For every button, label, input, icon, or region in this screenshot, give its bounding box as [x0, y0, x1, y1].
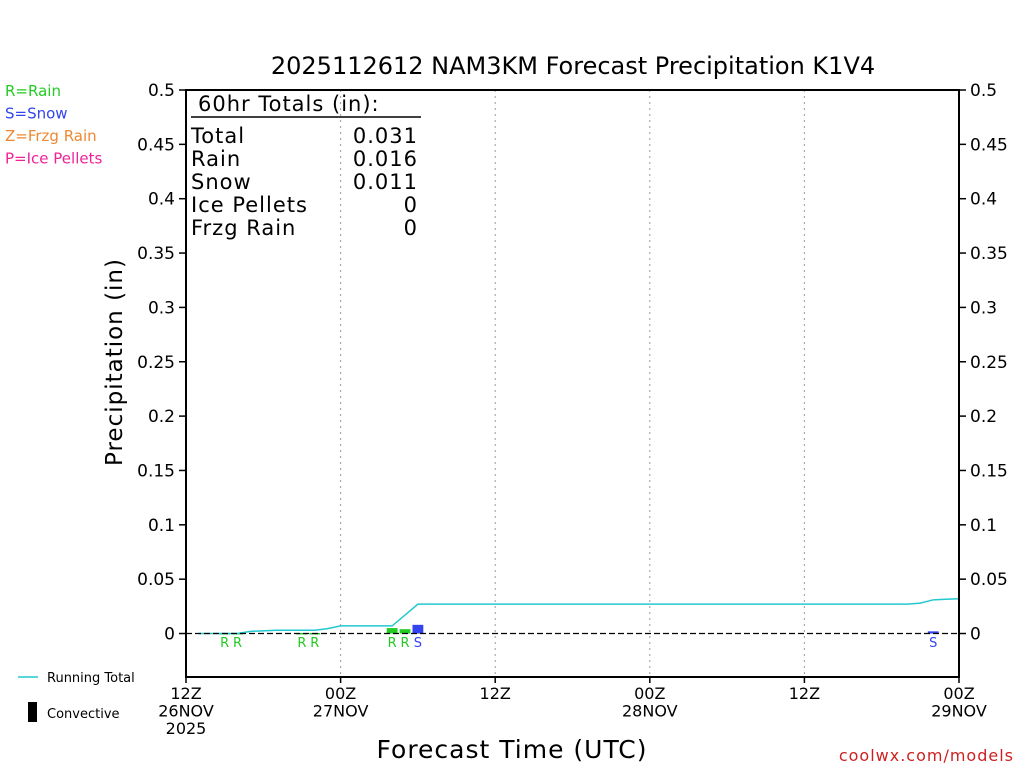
totals-label: Total	[190, 124, 245, 148]
x-tick-label: 27NOV	[313, 702, 369, 721]
running-total-line	[198, 597, 960, 635]
ptype-marker: R	[233, 636, 242, 651]
y-tick-label-right: 0.35	[970, 244, 1008, 264]
ptype-legend-item: P=Ice Pellets	[5, 150, 102, 168]
y-tick-label-right: 0.5	[970, 81, 997, 101]
ptype-legend-item: R=Rain	[5, 82, 61, 100]
y-tick-label-right: 0	[970, 625, 981, 645]
y-tick-label-left: 0.1	[148, 516, 175, 536]
x-tick-label: 00Z	[325, 684, 356, 703]
y-tick-label-left: 0.4	[148, 190, 175, 210]
grid-lines	[340, 90, 805, 677]
y-tick-label-left: 0.3	[148, 298, 175, 318]
running-total-series	[198, 597, 960, 635]
y-tick-label-right: 0.25	[970, 353, 1008, 373]
plot-frame	[185, 89, 960, 678]
y-axis-ticks: 0 00.05 0.050.1 0.10.15 0.150.2 0.20.25 0.250.…	[137, 81, 1008, 645]
y-tick-label-left: 0.15	[137, 461, 175, 481]
y-tick-label-left: 0.35	[137, 244, 175, 264]
totals-header: 60hr Totals (in):	[198, 92, 380, 116]
ptype-marker: R	[297, 636, 306, 651]
x-tick-label: 28NOV	[622, 702, 678, 721]
x-tick-label: 12Z	[170, 684, 201, 703]
y-tick-label-left: 0.05	[137, 570, 175, 590]
x-tick-label: 12Z	[789, 684, 820, 703]
totals-label: Ice Pellets	[191, 193, 308, 217]
precip-bar	[412, 624, 424, 634]
totals-label: Snow	[191, 170, 252, 194]
ptype-marker: S	[414, 636, 422, 651]
ptype-marker: R	[310, 636, 319, 651]
convective-legend-label: Convective	[47, 707, 120, 722]
totals-value: 0	[404, 216, 418, 240]
precip-bar	[399, 629, 411, 634]
x-tick-label: 29NOV	[931, 702, 987, 721]
totals-label: Rain	[191, 147, 241, 171]
precip-bar	[927, 631, 939, 634]
y-tick-label-right: 0.3	[970, 298, 997, 318]
y-tick-label-left: 0.25	[137, 353, 175, 373]
y-tick-label-right: 0.4	[970, 190, 997, 210]
ptype-legend-item: Z=Frzg Rain	[5, 127, 97, 145]
ptype-marker: R	[220, 636, 229, 651]
totals-value: 0	[404, 193, 418, 217]
y-tick-label-right: 0.1	[970, 516, 997, 536]
totals-value: 0.031	[353, 124, 418, 148]
credit-text: coolwx.com/models	[839, 746, 1014, 765]
x-tick-label: 26NOV	[158, 702, 214, 721]
precip-bar	[386, 628, 398, 634]
y-tick-label-left: 0.5	[148, 81, 175, 101]
y-tick-label-left: 0.45	[137, 135, 175, 155]
totals-value: 0.016	[353, 147, 418, 171]
ptype-marker: R	[388, 636, 397, 651]
x-tick-label: 00Z	[943, 684, 974, 703]
y-tick-label-left: 0	[164, 625, 175, 645]
ptype-legend: R=Rain S=Snow Z=Frzg Rain P=Ice Pellets	[5, 82, 102, 168]
y-axis-label: Precipitation (in)	[102, 258, 128, 466]
totals-value: 0.011	[353, 170, 418, 194]
ptype-marker: R	[400, 636, 409, 651]
totals-label: Frzg Rain	[191, 216, 296, 240]
x-tick-label: 00Z	[634, 684, 665, 703]
y-tick-label-right: 0.15	[970, 461, 1008, 481]
y-tick-label-right: 0.05	[970, 570, 1008, 590]
x-tick-label: 2025	[166, 719, 207, 738]
ptype-legend-item: S=Snow	[5, 105, 68, 123]
running-total-legend-label: Running Total	[47, 671, 135, 686]
y-tick-label-left: 0.2	[148, 407, 175, 427]
bottom-legend: Running Total Convective	[18, 671, 135, 722]
y-tick-label-right: 0.2	[970, 407, 997, 427]
x-axis-label: Forecast Time (UTC)	[377, 735, 648, 764]
totals-box: 60hr Totals (in): Total 0.031 Rain 0.016 Sno…	[190, 92, 421, 240]
plot-border	[185, 89, 960, 678]
y-tick-label-right: 0.45	[970, 135, 1008, 155]
precip-bar	[296, 632, 308, 635]
convective-swatch	[28, 702, 37, 722]
chart-title: 2025112612 NAM3KM Forecast Precipitation…	[271, 52, 875, 80]
x-tick-label: 12Z	[480, 684, 511, 703]
ptype-marker: S	[929, 636, 937, 651]
